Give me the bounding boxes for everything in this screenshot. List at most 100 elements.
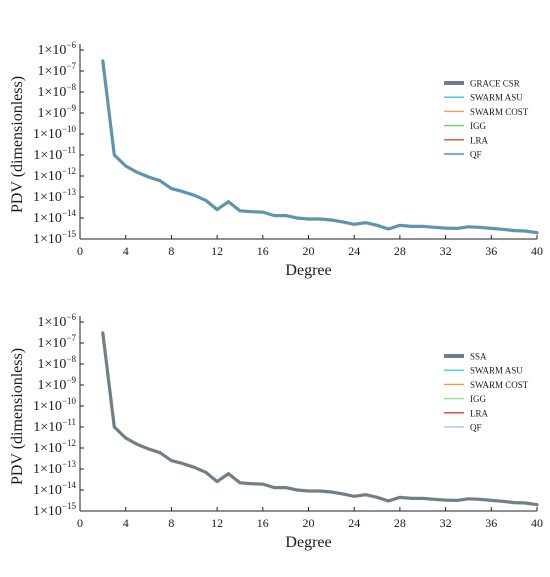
y-tick-label-base: 1×10 [38, 43, 67, 58]
data-point [455, 227, 459, 230]
y-tick-label-exponent: −11 [62, 145, 76, 155]
y-tick-label-base: 1×10 [38, 106, 67, 121]
y-tick-label: 1×10−15 [33, 501, 76, 519]
data-point [364, 493, 367, 497]
legend-label: LRA [470, 135, 489, 145]
data-point [170, 187, 173, 191]
y-tick-label-exponent: −8 [66, 354, 76, 364]
y-tick-label: 1×10−6 [38, 312, 77, 330]
y-tick-label-exponent: −12 [62, 438, 76, 448]
y-tick-label-base: 1×10 [33, 441, 62, 456]
y-tick-label-exponent: −10 [62, 396, 77, 406]
y-tick-label-base: 1×10 [33, 399, 62, 414]
data-point [261, 210, 265, 214]
data-point [204, 470, 208, 474]
data-point [261, 482, 265, 486]
y-tick-label: 1×10−12 [33, 166, 76, 184]
data-point [341, 492, 345, 496]
data-point [375, 223, 379, 227]
data-point [284, 486, 287, 489]
y-tick-label: 1×10−9 [38, 375, 77, 393]
y-tick-label-exponent: −9 [66, 375, 76, 385]
data-point [375, 495, 379, 499]
y-tick-label-exponent: −14 [62, 480, 77, 490]
legend-label: IGG [470, 394, 486, 404]
legend-label: SWARM ASU [470, 366, 523, 376]
y-axis-title: PDV (dimensionless) [9, 76, 26, 213]
data-point [147, 175, 151, 179]
data-point [124, 164, 128, 168]
data-point [295, 216, 299, 220]
data-point [398, 223, 402, 227]
y-tick-label-exponent: −8 [66, 82, 76, 92]
data-point [455, 499, 459, 502]
y-tick-label-base: 1×10 [33, 504, 62, 519]
x-tick-label: 32 [440, 244, 452, 258]
data-point [181, 190, 185, 194]
data-point [409, 225, 413, 228]
x-tick-label: 40 [531, 516, 543, 530]
data-point [112, 153, 116, 157]
x-axis-title: Degree [285, 534, 331, 551]
data-point [501, 499, 505, 503]
y-tick-label-base: 1×10 [38, 315, 67, 330]
y-tick-label: 1×10−8 [38, 354, 77, 372]
x-tick-label: 32 [440, 516, 452, 530]
legend-label: SWARM ASU [470, 93, 523, 103]
data-point [192, 465, 196, 469]
data-point [101, 59, 105, 63]
data-point [478, 497, 482, 501]
x-tick-label: 12 [211, 516, 223, 530]
x-tick-label: 4 [123, 516, 129, 530]
data-point [272, 214, 276, 218]
data-point [421, 225, 425, 228]
y-tick-label: 1×10−10 [33, 396, 76, 414]
x-tick-label: 20 [303, 244, 315, 258]
x-tick-label: 8 [168, 244, 174, 258]
y-tick-label-base: 1×10 [38, 64, 67, 79]
y-tick-label-exponent: −6 [66, 312, 76, 322]
y-tick-label-exponent: −6 [66, 40, 76, 50]
data-point [352, 494, 356, 498]
data-point [387, 227, 390, 231]
data-point [489, 227, 493, 230]
y-tick-label-base: 1×10 [38, 336, 67, 351]
data-point [112, 425, 116, 429]
data-point [512, 501, 516, 504]
data-point [307, 217, 310, 221]
chart-panel-b: 1×10−61×10−71×10−81×10−91×10−101×10−111×… [9, 312, 543, 551]
y-tick-label: 1×10−15 [33, 229, 76, 247]
data-point [535, 231, 539, 235]
y-tick-label-exponent: −9 [66, 103, 76, 113]
data-point [352, 222, 356, 226]
y-tick-label-base: 1×10 [33, 190, 62, 205]
data-point [341, 220, 345, 224]
data-point [284, 214, 287, 218]
data-point [250, 482, 253, 486]
data-point [330, 490, 333, 494]
x-axis-title: Degree [285, 262, 331, 279]
data-point [398, 495, 402, 499]
y-tick-label-exponent: −7 [66, 61, 76, 71]
data-point [467, 497, 470, 501]
y-tick-label: 1×10−12 [33, 438, 76, 456]
y-tick-label-base: 1×10 [33, 127, 62, 142]
data-point [467, 225, 470, 229]
x-tick-label: 36 [485, 516, 497, 530]
y-tick-label: 1×10−6 [38, 40, 77, 58]
data-point [524, 501, 527, 505]
data-point [364, 221, 367, 225]
data-point [238, 209, 242, 213]
data-point [250, 210, 253, 214]
y-tick-label: 1×10−8 [38, 82, 77, 100]
data-point [272, 486, 276, 489]
data-point [101, 331, 105, 335]
y-tick-label-base: 1×10 [33, 211, 62, 226]
data-point [409, 497, 413, 500]
y-tick-label: 1×10−10 [33, 124, 76, 142]
y-tick-label-exponent: −7 [66, 333, 76, 343]
x-tick-label: 28 [394, 244, 406, 258]
y-tick-label: 1×10−14 [33, 208, 76, 226]
